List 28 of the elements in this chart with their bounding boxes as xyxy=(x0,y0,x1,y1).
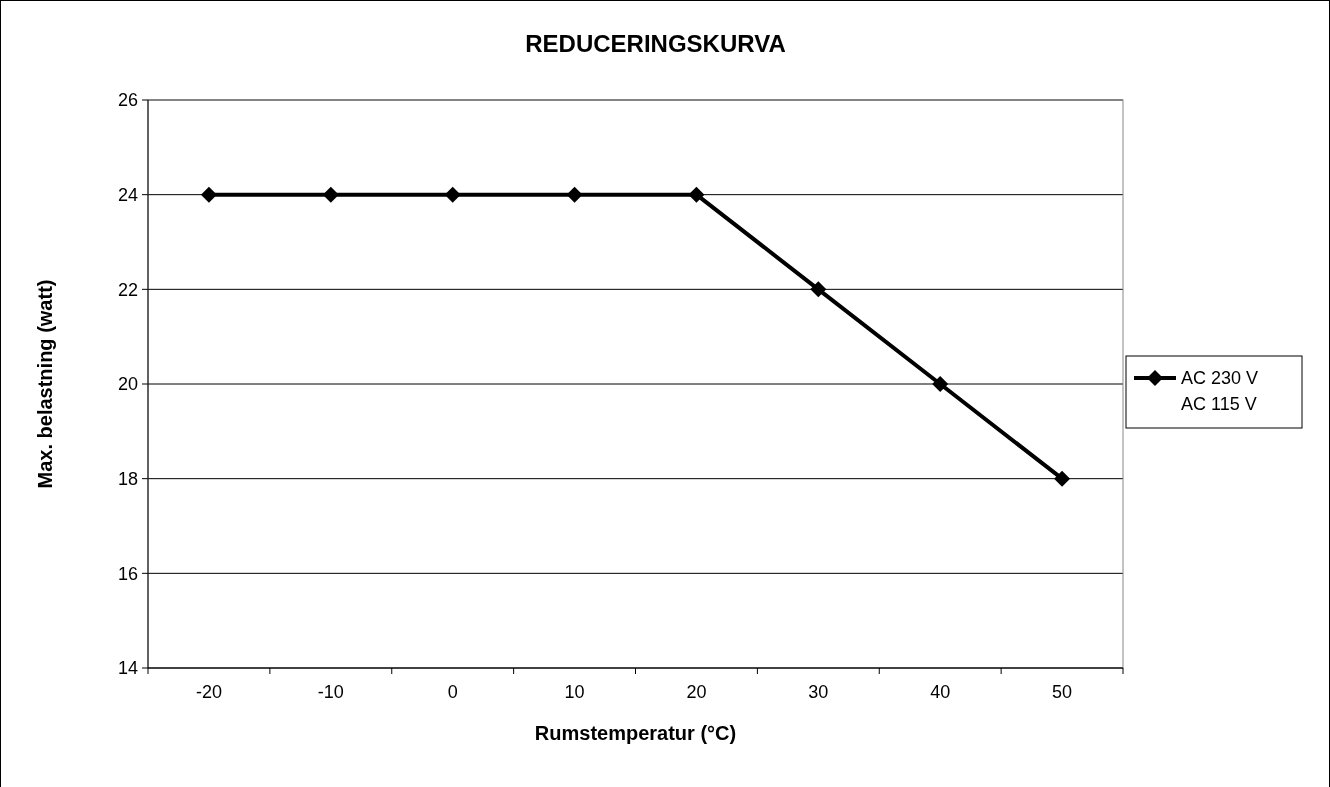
x-tick-label: 20 xyxy=(686,682,707,702)
y-tick-label: 14 xyxy=(117,658,138,679)
point xyxy=(688,186,705,203)
y-tick-label: 22 xyxy=(117,279,138,300)
point xyxy=(932,376,949,392)
x-tick-label: 0 xyxy=(447,682,458,702)
y-tick-label: 24 xyxy=(117,184,138,205)
x-tick-label: 30 xyxy=(808,682,829,702)
x-tick-label: -20 xyxy=(195,682,222,702)
x-tick-label: 50 xyxy=(1052,682,1073,702)
point xyxy=(1054,470,1071,487)
text: AC 115 V xyxy=(1181,394,1257,415)
point xyxy=(444,186,461,203)
point xyxy=(322,186,339,203)
y-axis-title: Max. belastning (watt) xyxy=(34,279,56,489)
x-tick-label: 10 xyxy=(564,682,585,702)
point xyxy=(200,186,217,203)
x-tick-label: 40 xyxy=(930,682,951,702)
chart-title: REDUCERINGSKURVA xyxy=(525,30,786,57)
x-axis-title: Rumstemperatur (°C) xyxy=(534,722,737,744)
y-tick-label: 18 xyxy=(117,468,138,489)
legend-label: AC 230 V xyxy=(1181,368,1259,389)
point xyxy=(810,281,827,298)
point xyxy=(566,186,583,203)
y-tick-label: 20 xyxy=(117,374,138,395)
x-tick-label: -10 xyxy=(317,682,344,702)
y-tick-label: 16 xyxy=(117,563,138,584)
y-tick-label: 26 xyxy=(117,90,138,111)
